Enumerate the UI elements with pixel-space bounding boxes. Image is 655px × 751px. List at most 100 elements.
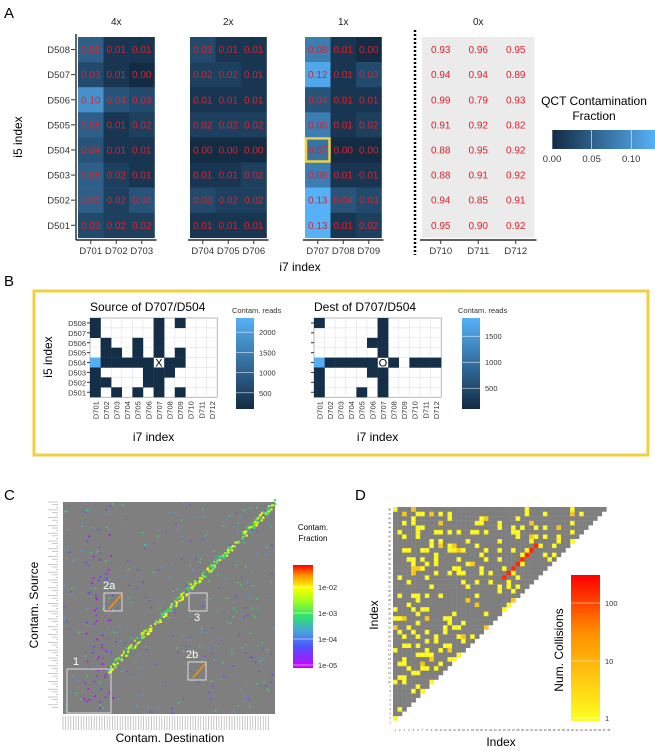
empty-cell: [406, 570, 412, 576]
heatmap-cell: [330, 112, 357, 138]
legend-title: Contam. reads: [232, 306, 281, 315]
collision-cell: [483, 625, 489, 630]
empty-cell: [433, 629, 439, 635]
cell-value: 0.88: [431, 171, 451, 182]
cell-value: 0.00: [359, 45, 379, 56]
empty-cell: [429, 575, 435, 580]
data-point: [102, 668, 105, 671]
empty-cell: [488, 516, 494, 521]
empty-cell: [402, 529, 407, 535]
collision-cell: [483, 547, 489, 553]
empty-cell: [420, 684, 425, 689]
cell-value: 0.92: [469, 120, 489, 131]
empty-cell: [415, 675, 421, 680]
data-point: [107, 649, 110, 652]
empty-cell: [520, 579, 525, 585]
data-point: [258, 670, 261, 673]
cell-border: [465, 561, 470, 566]
empty-cell: [415, 507, 421, 512]
collision-cell: [411, 507, 416, 512]
cell-border: [397, 530, 402, 534]
empty-cell: [479, 556, 485, 562]
empty-cell: [511, 538, 516, 544]
empty-cell: [406, 684, 412, 689]
empty-cell: [402, 647, 407, 653]
heatmap-cell: [103, 62, 130, 88]
empty-cell: [474, 547, 480, 553]
empty-cell: [488, 561, 494, 567]
empty-cell: [470, 534, 475, 539]
empty-cell: [429, 625, 435, 630]
collision-cell-high: [511, 566, 516, 571]
cell-border: [411, 629, 416, 634]
collision-cell: [393, 647, 398, 653]
empty-cell: [393, 566, 398, 571]
legend-colorbar: [293, 565, 313, 668]
empty-cell: [433, 661, 439, 667]
collision-cell: [411, 688, 416, 694]
data-point: [248, 525, 251, 528]
cell-value: 0.01: [244, 221, 264, 232]
cell-border: [534, 525, 539, 530]
empty-cell: [470, 570, 475, 576]
empty-cell: [429, 570, 435, 576]
empty-cell: [588, 520, 594, 526]
y-tick-label: 40: [388, 544, 391, 548]
data-point: [197, 581, 200, 584]
data-point: [66, 546, 69, 548]
collision-cell: [570, 538, 575, 544]
data-point: [157, 621, 160, 624]
x-tick-label: 30: [526, 728, 529, 732]
empty-cell: [420, 616, 425, 621]
data-point: [254, 519, 257, 522]
cell-border: [438, 543, 443, 548]
empty-cell: [497, 606, 503, 612]
collision-cell: [438, 593, 444, 599]
empty-cell: [406, 561, 412, 567]
legend-colorbar: [552, 130, 655, 149]
collision-cell: [452, 547, 457, 553]
cell-border: [438, 511, 443, 516]
collision-cell: [533, 525, 539, 530]
data-point: [214, 709, 217, 712]
empty-cell: [511, 516, 516, 521]
heatmap-cell: [409, 357, 421, 368]
empty-cell: [442, 611, 448, 617]
data-point: [109, 701, 111, 704]
collision-cell: [474, 520, 480, 526]
empty-cell: [470, 625, 475, 630]
empty-cell: [402, 665, 407, 671]
data-point: [271, 504, 274, 507]
legend-title: Num. Collisions: [552, 608, 566, 691]
cell-border: [416, 643, 420, 648]
empty-cell: [411, 588, 416, 594]
empty-cell: [529, 543, 534, 549]
cell-border: [506, 602, 511, 607]
empty-cell: [588, 516, 594, 521]
empty-cell: [524, 516, 530, 521]
empty-cell: [406, 584, 412, 589]
collision-cell: [393, 606, 398, 612]
empty-cell: [520, 570, 525, 576]
empty-cell: [429, 661, 435, 667]
data-point: [231, 545, 234, 548]
empty-cell: [447, 652, 453, 658]
data-point: [270, 681, 272, 683]
collision-cell: [542, 511, 548, 517]
x-tick-label: 22: [489, 728, 492, 732]
data-point: [226, 517, 228, 520]
data-point: [166, 610, 169, 613]
empty-cell: [452, 556, 457, 562]
data-point: [136, 568, 139, 571]
data-point: [188, 564, 191, 567]
cell-value: 0.90: [469, 221, 489, 232]
empty-cell: [442, 620, 448, 626]
empty-cell: [515, 556, 521, 562]
data-point: [138, 640, 141, 643]
cell-border: [416, 525, 420, 530]
empty-cell: [465, 588, 471, 594]
cell-border: [402, 534, 407, 539]
data-point: [257, 607, 259, 609]
